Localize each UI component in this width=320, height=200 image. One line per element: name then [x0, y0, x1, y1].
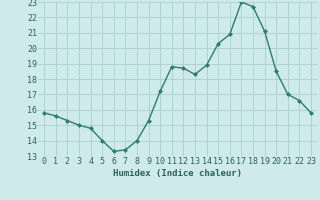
X-axis label: Humidex (Indice chaleur): Humidex (Indice chaleur): [113, 169, 242, 178]
